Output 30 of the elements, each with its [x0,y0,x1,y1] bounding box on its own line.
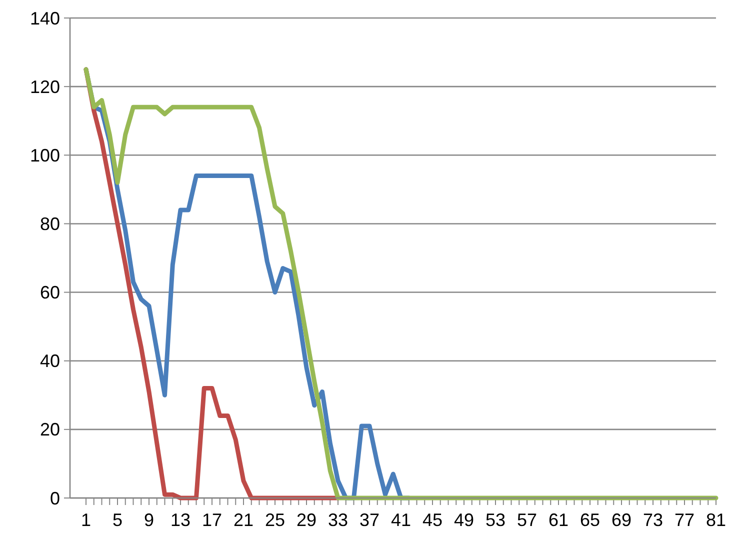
x-tick-label: 21 [233,510,254,530]
y-tick-label: 140 [30,8,60,28]
y-tick-label: 40 [40,351,60,372]
y-tick-label: 0 [50,488,60,508]
x-tick-label: 81 [706,510,726,530]
x-tick-label: 49 [454,510,474,530]
x-tick-label: 9 [144,510,154,530]
x-tick-label: 73 [642,510,664,530]
x-tick-label: 53 [485,510,506,530]
x-tick-label: 69 [611,510,632,530]
x-tick-label: 13 [170,510,191,530]
x-tick-label: 29 [296,510,317,530]
line-series [84,67,718,500]
y-tick-label: 100 [30,145,60,166]
x-tick-label: 45 [422,510,443,530]
y-tick-label: 20 [40,420,60,440]
x-tick-label: 37 [359,510,380,530]
y-tick-label: 120 [30,76,60,97]
x-tick-label: 41 [390,510,412,530]
x-tick-label: 33 [328,510,348,530]
x-tick-label: 17 [202,510,222,530]
x-tick-label: 57 [516,510,538,530]
x-tick-label: 5 [112,510,123,530]
y-tick-label: 60 [40,282,60,303]
x-tick-label: 25 [264,510,286,530]
x-tick-label: 1 [80,510,92,530]
x-tick-label: 77 [674,510,695,530]
x-tick-label: 61 [548,510,569,530]
y-tick-label: 80 [40,214,60,234]
x-tick-label: 65 [580,510,600,530]
